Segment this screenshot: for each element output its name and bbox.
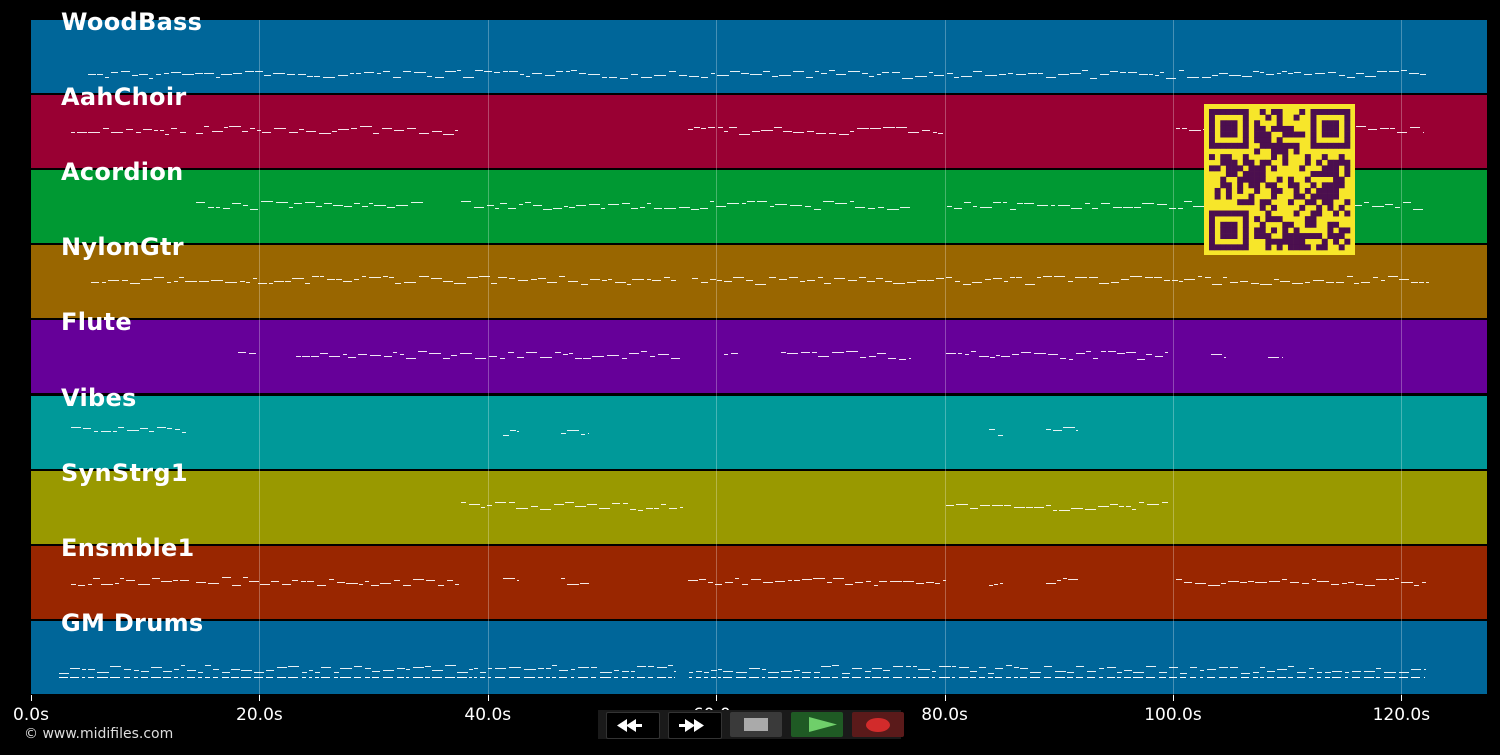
record-button[interactable] xyxy=(852,712,904,737)
track-label: AahChoir xyxy=(61,83,187,112)
gridline xyxy=(259,20,261,695)
tick-label: 80.0s xyxy=(921,705,968,725)
tick-mark xyxy=(31,695,32,701)
note-lane xyxy=(59,664,1426,678)
gridline xyxy=(487,20,489,695)
transport-controls xyxy=(598,710,904,739)
play-button[interactable] xyxy=(791,712,843,737)
tick-mark xyxy=(259,695,261,701)
track-label: Acordion xyxy=(61,158,184,187)
note-lane xyxy=(91,276,1429,286)
tick-mark xyxy=(1401,695,1403,701)
note-lane xyxy=(461,501,1168,511)
record-icon xyxy=(866,718,890,732)
tick-label: 120.0s xyxy=(1372,705,1431,725)
track-synstrg1: SynStrg1 xyxy=(31,459,1487,544)
copyright-text: © www.midifiles.com xyxy=(24,726,174,742)
tick-mark xyxy=(944,695,946,701)
tick-label: 0.0s xyxy=(13,705,49,725)
track-label: Flute xyxy=(61,308,132,337)
track-ensmble1: Ensmble1 xyxy=(31,534,1487,619)
track-woodbass: WoodBass xyxy=(31,8,1487,93)
track-vibes: Vibes xyxy=(31,384,1487,469)
gridline xyxy=(716,20,718,695)
rewind-icon xyxy=(617,719,642,732)
tick-label: 40.0s xyxy=(464,705,512,725)
tick-label: 20.0s xyxy=(236,705,283,725)
fast-forward-button[interactable] xyxy=(668,712,722,739)
track-gm-drums: GM Drums xyxy=(31,609,1487,694)
track-label: Vibes xyxy=(61,383,137,412)
track-nylongtr: NylonGtr xyxy=(31,233,1487,319)
qr-code xyxy=(1204,104,1355,255)
fast-forward-icon xyxy=(679,719,704,732)
note-lane xyxy=(238,351,1283,361)
gridline xyxy=(944,20,946,695)
rewind-button[interactable] xyxy=(606,712,660,739)
track-label: WoodBass xyxy=(61,8,203,36)
tick-mark xyxy=(1172,695,1174,701)
tick-label: 100.0s xyxy=(1144,705,1202,725)
tick-mark xyxy=(716,695,718,701)
tick-mark xyxy=(487,695,489,701)
track-label: Ensmble1 xyxy=(61,533,195,562)
stop-icon xyxy=(744,718,768,731)
note-lane xyxy=(71,426,1078,436)
stop-button[interactable] xyxy=(730,712,782,737)
note-lane xyxy=(71,576,1426,586)
track-label: NylonGtr xyxy=(61,233,184,262)
track-label: SynStrg1 xyxy=(61,458,188,487)
track-area: WoodBass AahChoir Acordion NylonGtr Flute Vib… xyxy=(31,8,1487,695)
note-lane xyxy=(88,70,1426,79)
gridline xyxy=(1172,20,1174,695)
track-label: GM Drums xyxy=(61,608,204,637)
play-icon xyxy=(809,717,837,732)
track-flute: Flute xyxy=(31,308,1487,394)
gridline xyxy=(1401,20,1403,695)
